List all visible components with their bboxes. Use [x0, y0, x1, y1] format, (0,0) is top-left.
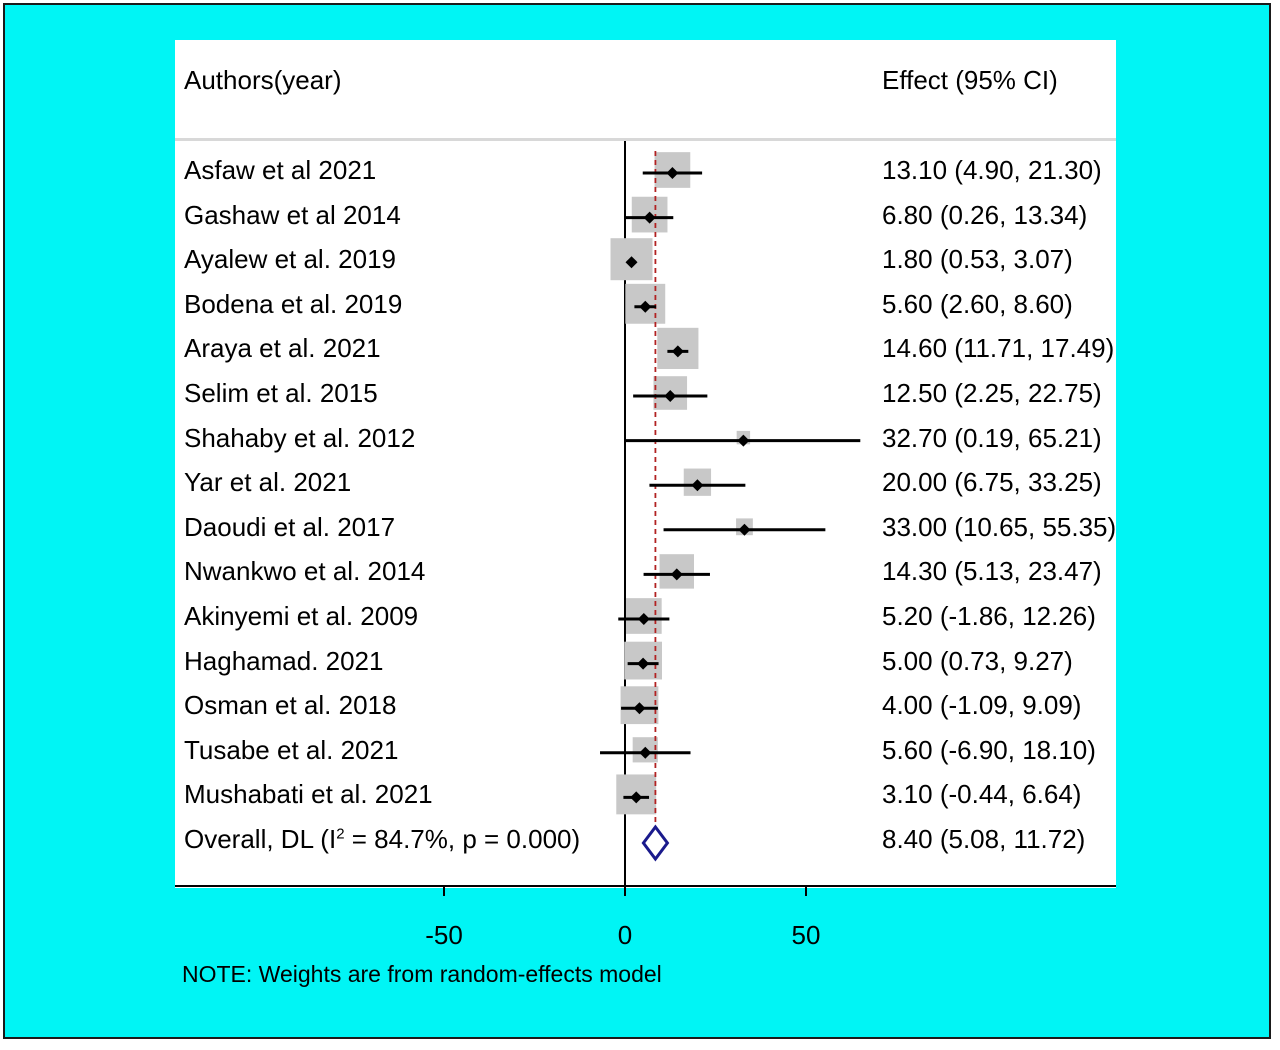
overall-label: Overall, DL (I2 = 84.7%, p = 0.000) [184, 826, 580, 852]
point-estimate [637, 613, 650, 625]
study-label: Araya et al. 2021 [184, 333, 381, 364]
study-effect-text: 13.10 (4.90, 21.30) [882, 155, 1102, 185]
study-effect-text: 1.80 (0.53, 3.07) [882, 244, 1073, 275]
study-effect-text: 14.30 (5.13, 23.47) [882, 556, 1102, 587]
study-label: Selim et al. 2015 [184, 378, 378, 408]
overall-diamond [641, 824, 670, 862]
study-effect-text: 20.00 (6.75, 33.25) [882, 467, 1102, 498]
point-estimate [643, 211, 656, 224]
point-estimate [637, 657, 650, 670]
header-separator [175, 138, 1116, 141]
study-effect-text: 5.20 (-1.86, 12.26) [882, 601, 1096, 631]
study-label: Tusabe et al. 2021 [184, 734, 399, 765]
study-label: Akinyemi et al. 2009 [184, 601, 419, 631]
point-estimate [738, 523, 751, 536]
study-label: Daoudi et al. 2017 [184, 511, 396, 542]
study-effect-text: 6.80 (0.26, 13.34) [882, 199, 1088, 230]
study-label: Asfaw et al 2021 [184, 155, 377, 185]
study-label: Yar et al. 2021 [184, 467, 352, 498]
point-estimate [630, 791, 643, 804]
study-label: Osman et al. 2018 [184, 690, 397, 721]
point-estimate [664, 390, 677, 402]
point-estimate [691, 479, 704, 492]
study-effect-text: 5.60 (-6.90, 18.10) [882, 734, 1096, 765]
point-estimate [639, 300, 652, 313]
study-effect-text: 33.00 (10.65, 55.35) [882, 511, 1117, 542]
weights-note: NOTE: Weights are from random-effects mo… [182, 961, 662, 987]
point-estimate [666, 167, 679, 179]
study-label: Ayalew et al. 2019 [184, 244, 396, 275]
overall-effect-text: 8.40 (5.08, 11.72) [882, 824, 1086, 854]
point-estimate [633, 702, 646, 715]
study-label: Mushabati et al. 2021 [184, 779, 433, 810]
study-label: Haghamad. 2021 [184, 645, 384, 676]
x-tick-label: -50 [425, 920, 463, 950]
study-effect-text: 3.10 (-0.44, 6.64) [882, 779, 1082, 810]
study-label: Bodena et al. 2019 [184, 288, 403, 319]
study-effect-text: 32.70 (0.19, 65.21) [882, 422, 1102, 453]
point-estimate [737, 434, 750, 447]
study-effect-text: 14.60 (11.71, 17.49) [882, 333, 1115, 364]
study-effect-text: 4.00 (-1.09, 9.09) [882, 690, 1082, 721]
overall-label-suffix: = 84.7%, p = 0.000) [344, 824, 581, 854]
point-estimate [671, 345, 684, 358]
study-effect-text: 5.00 (0.73, 9.27) [882, 645, 1073, 676]
effect-column-header: Effect (95% CI) [882, 65, 1058, 95]
overall-label-superscript: 2 [336, 825, 345, 843]
point-estimate [625, 256, 638, 269]
study-column-header: Authors(year) [184, 65, 342, 95]
study-label: Gashaw et al 2014 [184, 199, 401, 230]
point-estimate [639, 746, 652, 759]
study-effect-text: 12.50 (2.25, 22.75) [882, 378, 1102, 408]
overall-label-text: Overall, DL (I [184, 824, 337, 854]
study-effect-text: 5.60 (2.60, 8.60) [882, 288, 1073, 319]
x-tick-label: 50 [792, 920, 821, 950]
point-estimate [670, 568, 683, 581]
x-tick-label: 0 [618, 920, 632, 950]
study-label: Shahaby et al. 2012 [184, 422, 416, 453]
study-label: Nwankwo et al. 2014 [184, 556, 426, 587]
